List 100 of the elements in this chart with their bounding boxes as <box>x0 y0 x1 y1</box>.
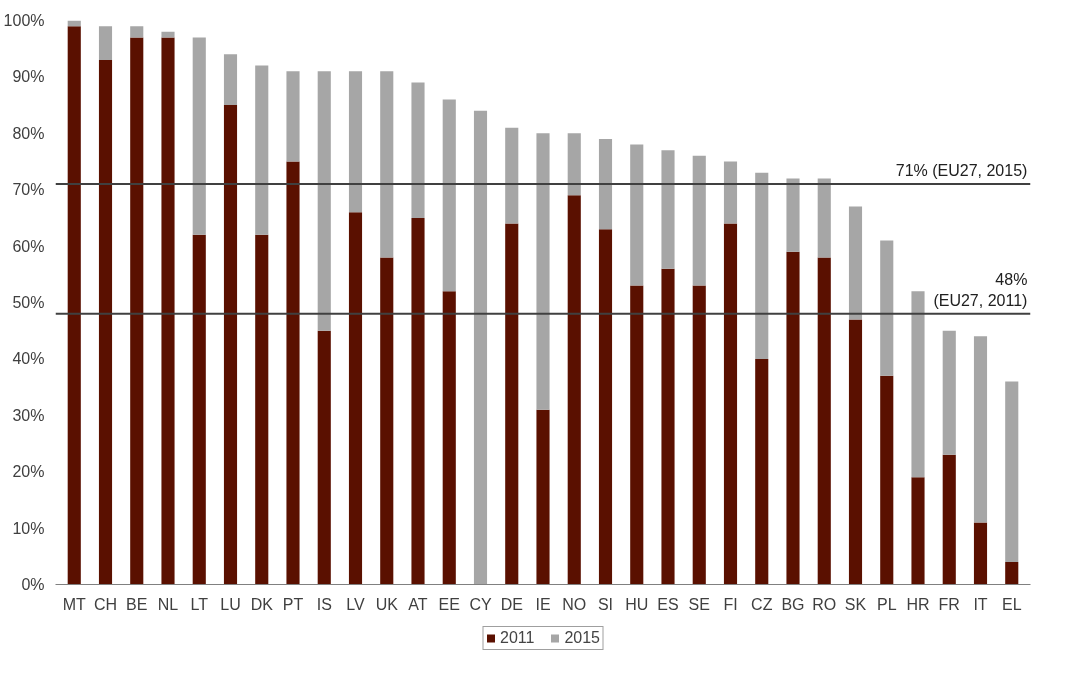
bar <box>130 26 144 38</box>
bar <box>661 150 675 269</box>
bar <box>880 240 894 376</box>
bar <box>536 409 550 585</box>
bar <box>161 31 175 38</box>
x-tick-label: IE <box>535 595 551 613</box>
ref-line-label: 48% (EU27, 2011) <box>933 270 1028 309</box>
bar <box>255 65 269 235</box>
legend-label: 2011 <box>500 628 535 647</box>
x-tick-label: LT <box>190 595 209 613</box>
y-tick-label: 90% <box>12 68 45 86</box>
y-tick-label: 100% <box>3 12 45 29</box>
x-tick-label: SK <box>844 595 867 613</box>
x-tick-label: PT <box>282 595 304 613</box>
bar <box>380 71 394 258</box>
bar <box>286 161 300 585</box>
x-tick-label: CZ <box>751 595 773 613</box>
x-tick-label: EE <box>438 595 460 613</box>
bar <box>192 234 206 585</box>
bar <box>598 138 613 230</box>
x-tick-label: LU <box>220 595 241 613</box>
bar <box>973 522 988 585</box>
bar <box>598 229 613 585</box>
bar <box>880 375 894 585</box>
y-tick-label: 30% <box>12 406 45 424</box>
bar <box>348 71 363 213</box>
bar <box>817 257 831 585</box>
x-tick-label: IT <box>973 595 988 613</box>
bar <box>255 234 269 585</box>
x-tick-label: UK <box>375 595 399 613</box>
x-tick-label: PL <box>876 595 897 613</box>
x-tick-label: AT <box>408 595 428 613</box>
bar <box>411 217 425 585</box>
bar <box>723 161 738 224</box>
y-tick-label: 50% <box>12 294 45 311</box>
bar <box>755 358 769 585</box>
x-tick-label: HU <box>625 595 649 613</box>
x-tick-label: BG <box>781 595 805 613</box>
bar <box>723 223 738 585</box>
bar <box>67 26 81 585</box>
x-tick-label: CY <box>469 595 492 613</box>
bar <box>348 212 363 585</box>
x-tick-label: FI <box>723 595 738 613</box>
y-tick-label: 0% <box>21 576 45 593</box>
bar <box>848 206 863 320</box>
bar <box>161 37 175 585</box>
x-tick-label: NL <box>157 595 179 613</box>
bar <box>848 319 863 585</box>
bar <box>911 477 925 585</box>
bar <box>1005 561 1019 585</box>
x-tick-label: HR <box>906 595 930 613</box>
x-tick-label: SE <box>688 595 710 613</box>
x-tick-label: DK <box>250 595 274 613</box>
x-tick-label: SI <box>597 595 614 613</box>
bar <box>442 99 456 292</box>
bar <box>817 178 831 258</box>
legend-label: 2015 <box>564 628 600 647</box>
x-tick-label: ES <box>657 595 679 613</box>
x-tick-label: DE <box>500 595 523 613</box>
bar <box>1005 381 1019 562</box>
bar <box>942 330 956 455</box>
bar <box>192 37 206 235</box>
bar <box>130 37 144 585</box>
x-tick-label: FR <box>938 595 960 613</box>
y-tick-label: 40% <box>12 350 45 368</box>
bar <box>380 257 394 585</box>
bar <box>911 291 925 478</box>
bar <box>692 155 706 286</box>
y-tick-label: 60% <box>12 237 45 255</box>
bar <box>98 26 113 60</box>
x-tick-label: NO <box>562 595 587 613</box>
bar <box>411 82 425 218</box>
ref-line-label: 71% (EU27, 2015) <box>895 162 1028 180</box>
bar <box>567 133 581 196</box>
bar <box>786 178 800 252</box>
bar <box>942 454 956 585</box>
bar <box>755 172 769 359</box>
bar <box>786 251 800 585</box>
x-tick-label: MT <box>62 595 87 613</box>
bar <box>692 285 706 585</box>
x-tick-label: IS <box>316 595 332 613</box>
y-tick-label: 20% <box>12 463 45 481</box>
bar <box>536 133 550 410</box>
y-tick-label: 80% <box>12 124 45 142</box>
bar <box>630 285 644 585</box>
y-tick-label: 70% <box>12 181 45 199</box>
bar <box>223 54 238 106</box>
bar <box>661 268 675 585</box>
bar <box>442 291 456 585</box>
bar <box>98 59 113 585</box>
x-tick-label: RO <box>812 595 837 613</box>
y-tick-label: 10% <box>12 519 45 537</box>
x-tick-label: EL <box>1001 595 1022 613</box>
x-tick-label: BE <box>126 595 148 613</box>
bar <box>505 127 519 224</box>
x-tick-label: CH <box>93 595 118 613</box>
bar <box>567 195 581 585</box>
bar <box>630 144 644 286</box>
bar <box>473 110 488 585</box>
bar <box>286 71 300 162</box>
